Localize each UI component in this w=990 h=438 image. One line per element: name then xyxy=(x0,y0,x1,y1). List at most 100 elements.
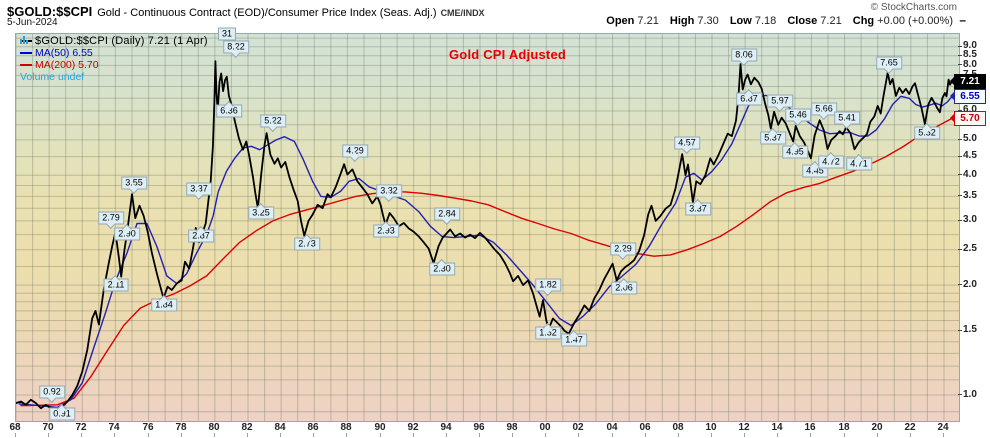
x-axis-label: 72 xyxy=(75,422,87,433)
data-label: 8.22 xyxy=(223,40,249,58)
y-axis-label: 1.5 xyxy=(963,324,977,335)
collapse-dash-icon[interactable]: – xyxy=(959,13,966,27)
marker-arrow-icon xyxy=(950,91,955,101)
y-axis-tick xyxy=(958,174,962,175)
x-axis-tick xyxy=(280,433,281,437)
y-axis-label: 2.5 xyxy=(963,243,977,254)
data-label: 2.90 xyxy=(114,223,140,241)
x-axis-label: 22 xyxy=(904,422,916,433)
y-axis-label: 8.0 xyxy=(963,59,977,70)
x-axis-tick xyxy=(943,433,944,437)
low-value: 7.18 xyxy=(754,15,777,27)
legend-ma200-row: MA(200) 5.70 xyxy=(20,59,208,71)
x-axis-label: 88 xyxy=(340,422,352,433)
y-axis-tick xyxy=(958,139,962,140)
data-label: 2.11 xyxy=(103,274,129,292)
data-label: 2.93 xyxy=(373,220,399,238)
x-axis-tick xyxy=(81,433,82,437)
security-name: Gold - Continuous Contract (EOD)/Consume… xyxy=(97,7,437,19)
x-axis-label: 10 xyxy=(705,422,717,433)
title-line: $GOLD:$$CPI Gold - Continuous Contract (E… xyxy=(7,3,485,21)
grid xyxy=(16,34,959,421)
x-axis-tick xyxy=(247,433,248,437)
data-label: 5.46 xyxy=(785,108,811,126)
y-axis-tick xyxy=(958,110,962,111)
x-axis-tick xyxy=(678,433,679,437)
y-axis-label: 5.0 xyxy=(963,133,977,144)
ticker-symbol: $GOLD:$$CPI xyxy=(7,4,93,19)
data-label: 2.73 xyxy=(294,233,320,251)
x-axis-tick xyxy=(148,433,149,437)
x-axis-tick xyxy=(910,433,911,437)
x-axis-label: 80 xyxy=(208,422,220,433)
y-axis-label: 2.0 xyxy=(963,279,977,290)
x-axis-label: 24 xyxy=(937,422,949,433)
chart-legend: $GOLD:$$CPI (Daily) 7.21 (1 Apr) MA(50) … xyxy=(20,35,208,83)
x-axis-label: 18 xyxy=(838,422,850,433)
data-label: 2.06 xyxy=(611,277,637,295)
data-label: 4.57 xyxy=(674,136,700,154)
legend-ma50-row: MA(50) 6.55 xyxy=(20,47,208,59)
ohlc-readout: Open 7.21 High 7.30 Low 7.18 Close 7.21 Chg +… xyxy=(606,15,953,27)
data-label: 1.47 xyxy=(561,329,587,347)
x-axis-tick xyxy=(612,433,613,437)
data-label: 8.06 xyxy=(731,48,757,66)
x-axis-label: 20 xyxy=(871,422,883,433)
x-axis-label: 82 xyxy=(241,422,253,433)
y-axis-tick xyxy=(958,55,962,56)
x-axis-label: 96 xyxy=(473,422,485,433)
y-axis-tick xyxy=(958,330,962,331)
y-axis-tick xyxy=(958,220,962,221)
x-axis-tick xyxy=(645,433,646,437)
x-axis-tick xyxy=(545,433,546,437)
legend-volume-row: Volume undef xyxy=(20,36,208,83)
data-label: 2.30 xyxy=(429,258,455,276)
data-label: 0.91 xyxy=(49,403,75,421)
chart-annotation-title: Gold CPI Adjusted xyxy=(449,47,567,62)
x-axis-tick xyxy=(711,433,712,437)
y-axis-label: 4.0 xyxy=(963,169,977,180)
data-label: 31 xyxy=(217,27,237,41)
marker-arrow-icon xyxy=(950,113,955,123)
data-label: 3.25 xyxy=(248,202,274,220)
chg-label: Chg xyxy=(852,15,875,27)
x-axis-tick xyxy=(810,433,811,437)
x-axis-label: 78 xyxy=(175,422,187,433)
data-label: 3.32 xyxy=(376,184,402,202)
x-axis-label: 00 xyxy=(539,422,551,433)
x-axis-label: 02 xyxy=(572,422,584,433)
y-axis-tick xyxy=(958,249,962,250)
x-axis-tick xyxy=(446,433,447,437)
copyright-text: © StockCharts.com xyxy=(870,2,957,13)
y-axis-label: 3.5 xyxy=(963,190,977,201)
x-axis-label: 74 xyxy=(108,422,120,433)
x-axis-label: 86 xyxy=(307,422,319,433)
x-axis-label: 04 xyxy=(606,422,618,433)
x-axis-tick xyxy=(346,433,347,437)
x-axis-tick xyxy=(413,433,414,437)
open-label: Open xyxy=(606,15,635,27)
y-axis-label: 9.0 xyxy=(963,40,977,51)
data-label: 5.37 xyxy=(760,127,786,145)
x-axis-tick xyxy=(578,433,579,437)
legend-volume-label: Volume undef xyxy=(20,71,85,83)
x-axis-label: 98 xyxy=(506,422,518,433)
ma50-line xyxy=(18,94,953,409)
x-axis-tick xyxy=(214,433,215,437)
chg-value: +0.00 (+0.00%) xyxy=(877,15,953,27)
data-label: 2.84 xyxy=(434,207,460,225)
data-label: 4.71 xyxy=(846,153,872,171)
close-value: 7.21 xyxy=(820,15,842,27)
x-axis-label: 08 xyxy=(672,422,684,433)
data-label: 3.37 xyxy=(186,182,212,200)
data-label: 6.87 xyxy=(736,88,762,106)
x-axis-label: 14 xyxy=(771,422,783,433)
y-axis-tick xyxy=(958,195,962,196)
high-value: 7.30 xyxy=(697,15,719,27)
y-axis-label: 3.0 xyxy=(963,214,977,225)
legend-ma50-label: MA(50) 6.55 xyxy=(35,47,93,59)
x-axis-tick xyxy=(877,433,878,437)
data-label: 5.41 xyxy=(834,111,860,129)
legend-ma200-label: MA(200) 5.70 xyxy=(35,59,99,71)
marker-arrow-icon xyxy=(950,76,955,86)
